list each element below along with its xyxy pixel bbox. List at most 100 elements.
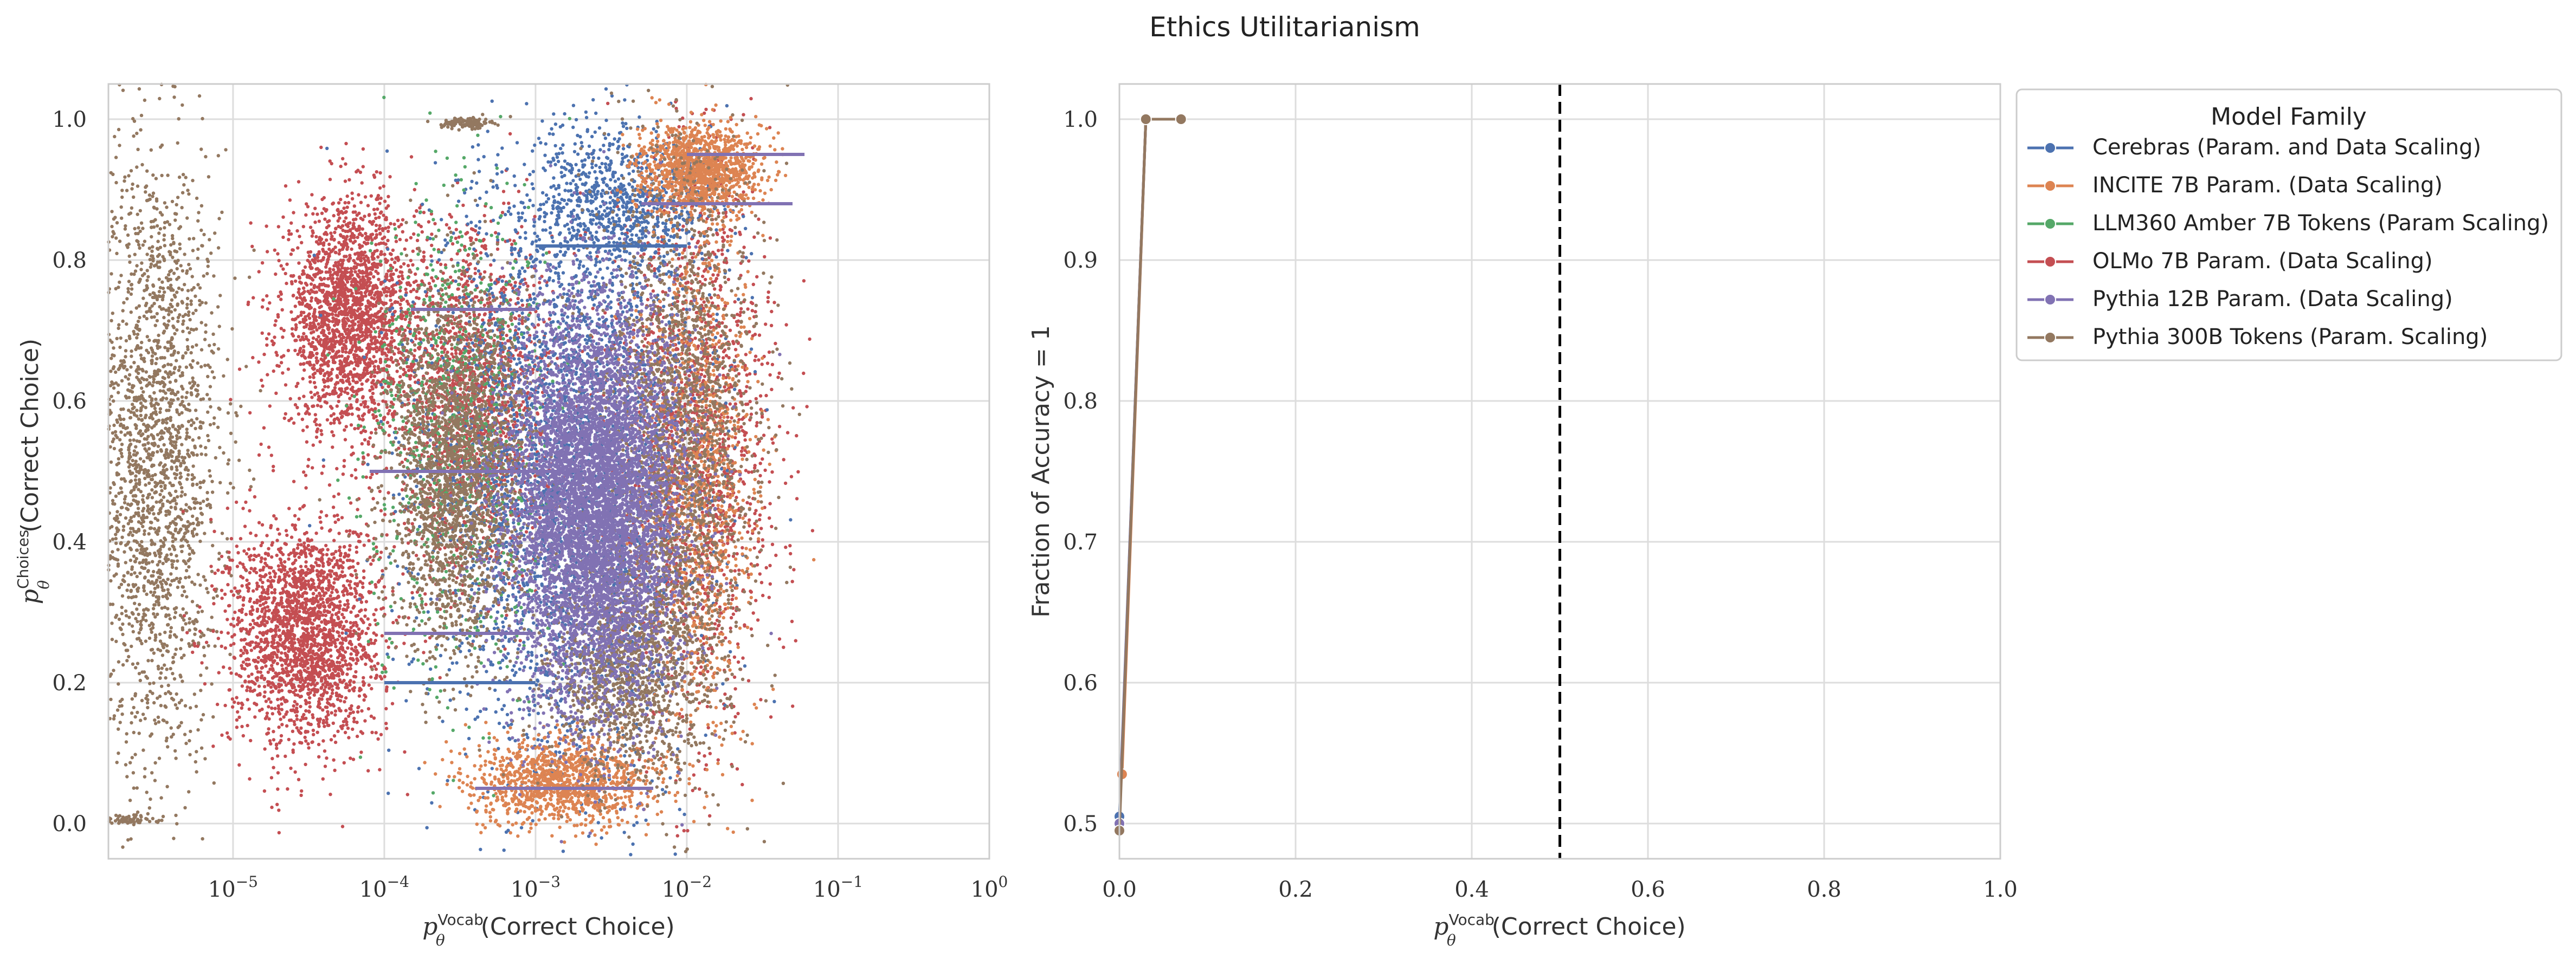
- scatter-point: [319, 338, 322, 341]
- scatter-point: [353, 239, 357, 243]
- scatter-point: [344, 298, 347, 301]
- scatter-point: [195, 770, 198, 773]
- scatter-point: [395, 268, 398, 271]
- scatter-point: [346, 355, 350, 358]
- scatter-point: [354, 476, 357, 480]
- scatter-point: [326, 371, 329, 374]
- scatter-point: [332, 495, 336, 498]
- scatter-point: [348, 397, 351, 400]
- scatter-point: [375, 346, 378, 349]
- scatter-point: [306, 259, 310, 262]
- scatter-point: [340, 516, 344, 519]
- scatter-point: [284, 412, 287, 416]
- scatter-point: [208, 469, 211, 472]
- scatter-point: [463, 119, 466, 122]
- scatter-point: [346, 301, 349, 304]
- scatter-point: [315, 352, 318, 355]
- scatter-point: [188, 753, 191, 756]
- scatter-point: [127, 174, 130, 177]
- scatter-point: [153, 587, 157, 590]
- scatter-point: [336, 284, 339, 288]
- scatter-point: [295, 296, 299, 300]
- scatter-point: [143, 576, 146, 579]
- scatter-point: [140, 418, 144, 421]
- scatter-point: [366, 242, 369, 245]
- scatter-point: [133, 571, 136, 574]
- scatter-point: [273, 323, 276, 327]
- scatter-point: [344, 216, 347, 219]
- scatter-point: [353, 252, 357, 256]
- scatter-point: [179, 721, 183, 724]
- scatter-point: [128, 255, 131, 258]
- scatter-point: [313, 393, 316, 396]
- scatter-point: [120, 196, 124, 199]
- scatter-point: [345, 248, 349, 251]
- scatter-point: [181, 424, 184, 427]
- scatter-point: [137, 586, 140, 589]
- scatter-point: [175, 465, 178, 469]
- scatter-point: [352, 390, 355, 393]
- scatter-point: [342, 229, 345, 232]
- scatter-point: [164, 308, 168, 312]
- scatter-point: [331, 344, 334, 347]
- scatter-point: [199, 635, 202, 638]
- scatter-point: [292, 274, 295, 277]
- scatter-point: [450, 120, 454, 123]
- scatter-point: [152, 436, 155, 439]
- scatter-point: [135, 607, 138, 611]
- scatter-point: [152, 701, 156, 704]
- scatter-point: [353, 261, 357, 264]
- scatter-point: [296, 547, 299, 550]
- scatter-point: [147, 452, 150, 456]
- scatter-point: [121, 407, 125, 411]
- scatter-point: [178, 476, 182, 480]
- scatter-point: [331, 316, 334, 320]
- scatter-point: [181, 301, 184, 304]
- scatter-point: [123, 497, 126, 501]
- scatter-point: [288, 198, 292, 202]
- scatter-point: [148, 193, 151, 197]
- scatter-point: [130, 283, 133, 287]
- scatter-point: [400, 281, 403, 284]
- scatter-point: [218, 407, 221, 411]
- scatter-point: [188, 553, 191, 556]
- scatter-point: [284, 272, 287, 275]
- scatter-point: [289, 310, 293, 314]
- scatter-point: [230, 327, 234, 331]
- scatter-point: [175, 468, 178, 471]
- scatter-point: [280, 264, 283, 267]
- scatter-point: [134, 715, 137, 718]
- scatter-point: [349, 341, 352, 345]
- scatter-point: [196, 501, 199, 504]
- scatter-point: [213, 644, 216, 647]
- scatter-point: [222, 374, 225, 378]
- scatter-point: [207, 644, 210, 647]
- scatter-point: [196, 573, 199, 576]
- scatter-point: [191, 620, 194, 623]
- scatter-point: [315, 361, 319, 364]
- scatter-point: [324, 356, 327, 359]
- scatter-point: [165, 397, 168, 400]
- scatter-point: [352, 222, 355, 225]
- scatter-point: [171, 425, 175, 428]
- scatter-point: [330, 738, 333, 741]
- scatter-point: [160, 666, 164, 670]
- scatter-point: [347, 201, 350, 204]
- scatter-point: [192, 534, 195, 537]
- scatter-point: [157, 595, 160, 599]
- scatter-point: [242, 660, 245, 664]
- scatter-point: [187, 263, 190, 266]
- scatter-point: [272, 766, 275, 769]
- scatter-point: [137, 613, 140, 616]
- scatter-point: [302, 362, 305, 365]
- scatter-point: [170, 353, 173, 357]
- scatter-point: [267, 547, 270, 550]
- scatter-point: [130, 293, 133, 296]
- scatter-point: [265, 224, 268, 228]
- scatter-point: [343, 459, 346, 462]
- scatter-point: [147, 425, 150, 428]
- scatter-point: [205, 666, 208, 670]
- scatter-point: [194, 295, 197, 298]
- scatter-point: [168, 437, 171, 440]
